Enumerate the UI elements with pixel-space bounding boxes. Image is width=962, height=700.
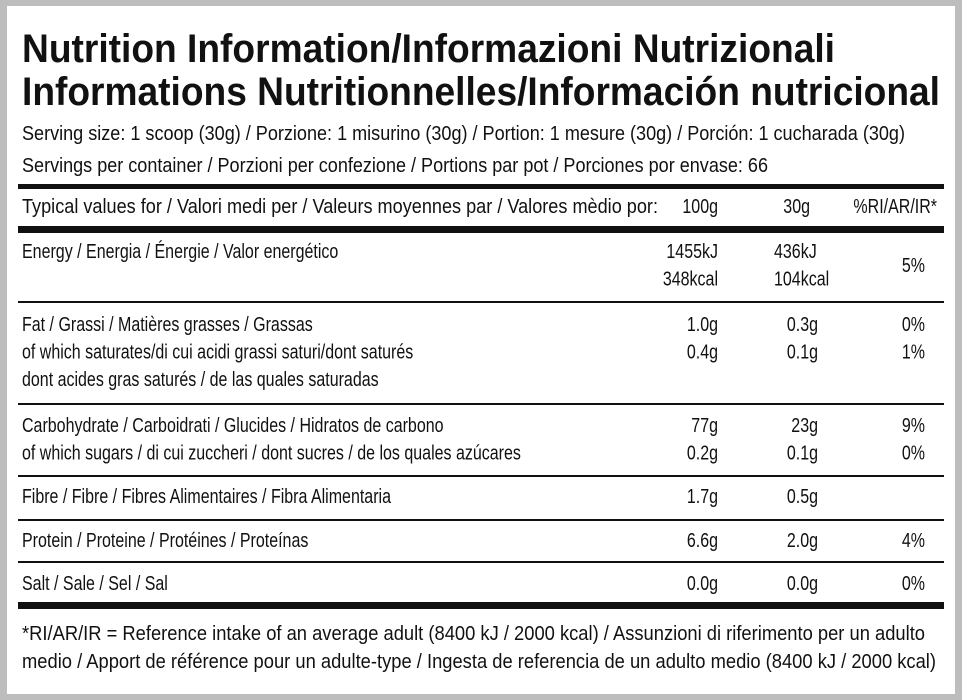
column-header: Typical values for / Valori medi per / V…: [22, 196, 658, 218]
title: Informations Nutritionnelles/Información…: [22, 70, 940, 114]
value-ri: 0%: [902, 442, 925, 464]
value-ri: 5%: [902, 254, 925, 276]
value-100g: 0.2g: [687, 442, 718, 464]
column-header: 30g: [783, 195, 810, 217]
nutrient-label: Protein / Proteine / Protéines / Proteín…: [22, 529, 308, 551]
rule-thin: [18, 403, 944, 405]
value-100g: 348kcal: [663, 268, 718, 290]
value-ri: 0%: [902, 572, 925, 594]
rule-thick: [18, 184, 944, 189]
value-30g: 0.0g: [787, 572, 818, 594]
serving-size: Serving size: 1 scoop (30g) / Porzione: …: [22, 123, 905, 145]
value-100g: 1.0g: [687, 313, 718, 335]
column-header: 100g: [682, 195, 718, 217]
value-30g: 23g: [791, 414, 818, 436]
nutrient-label: dont acides gras saturés / de las quales…: [22, 368, 379, 390]
column-header: %RI/AR/IR*: [853, 195, 937, 217]
value-30g: 0.1g: [787, 442, 818, 464]
value-ri: 9%: [902, 414, 925, 436]
value-100g: 1.7g: [687, 485, 718, 507]
value-30g: 0.5g: [787, 485, 818, 507]
nutrient-label: Fat / Grassi / Matières grasses / Grassa…: [22, 313, 313, 335]
footnote: *RI/AR/IR = Reference intake of an avera…: [22, 623, 925, 645]
rule-thin: [18, 561, 944, 563]
title: Nutrition Information/Informazioni Nutri…: [22, 27, 835, 71]
value-30g: 2.0g: [787, 529, 818, 551]
value-30g: 104kcal: [774, 268, 829, 290]
rule-thin: [18, 519, 944, 521]
value-30g: 436kJ: [774, 240, 817, 262]
value-100g: 1455kJ: [666, 240, 718, 262]
nutrient-label: Carbohydrate / Carboidrati / Glucides / …: [22, 414, 444, 436]
nutrient-label: of which sugars / di cui zuccheri / dont…: [22, 442, 521, 464]
value-ri: 4%: [902, 529, 925, 551]
value-30g: 0.3g: [787, 313, 818, 335]
value-ri: 0%: [902, 313, 925, 335]
value-100g: 0.0g: [687, 572, 718, 594]
nutrient-label: Fibre / Fibre / Fibres Alimentaires / Fi…: [22, 485, 392, 507]
value-ri: 1%: [902, 341, 925, 363]
value-100g: 0.4g: [687, 341, 718, 363]
rule-thin: [18, 475, 944, 477]
rule-thick: [18, 602, 944, 609]
nutrient-label: Salt / Sale / Sel / Sal: [22, 572, 168, 594]
panel: [7, 6, 955, 694]
rule-thin: [18, 301, 944, 303]
value-30g: 0.1g: [787, 341, 818, 363]
nutrient-label: Energy / Energia / Énergie / Valor energ…: [22, 240, 338, 262]
value-100g: 77g: [691, 414, 718, 436]
footnote: medio / Apport de référence pour un adul…: [22, 651, 936, 673]
nutrient-label: of which saturates/di cui acidi grassi s…: [22, 341, 413, 363]
rule-thick: [18, 226, 944, 233]
servings-per-container: Servings per container / Porzioni per co…: [22, 155, 768, 177]
value-100g: 6.6g: [687, 529, 718, 551]
